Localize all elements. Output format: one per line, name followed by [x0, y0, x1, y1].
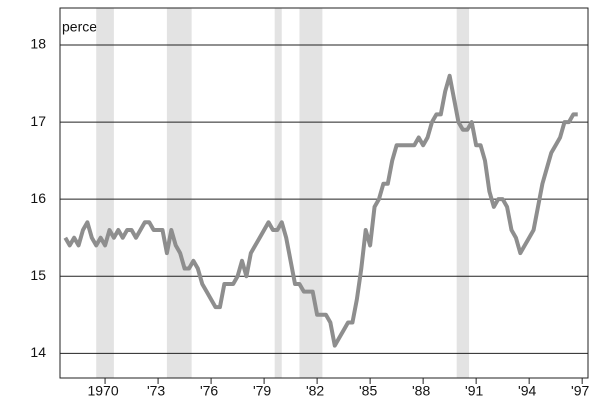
shaded-period: [299, 8, 323, 378]
x-tick-label: '88: [412, 383, 430, 399]
x-tick-label: '85: [359, 383, 377, 399]
y-tick-label: 16: [30, 190, 46, 206]
shaded-period: [274, 8, 282, 378]
y-tick-label: 17: [30, 113, 46, 129]
x-tick-label: '76: [200, 383, 218, 399]
y-tick-label: 18: [30, 36, 46, 52]
x-tick-label: '91: [465, 383, 483, 399]
shaded-period: [456, 8, 470, 378]
shaded-period: [166, 8, 192, 378]
x-tick-label: '82: [306, 383, 324, 399]
y-tick-label: 15: [30, 267, 46, 283]
x-tick-label: '97: [571, 383, 589, 399]
x-tick-label: '73: [147, 383, 165, 399]
x-tick-label: '94: [518, 383, 536, 399]
shaded-period: [96, 8, 114, 378]
data-line: [63, 73, 578, 348]
x-tick-label: '79: [253, 383, 271, 399]
plot-frame: [59, 7, 589, 379]
y-tick-label: 14: [30, 344, 46, 360]
x-tick-label: 1970: [87, 383, 118, 399]
